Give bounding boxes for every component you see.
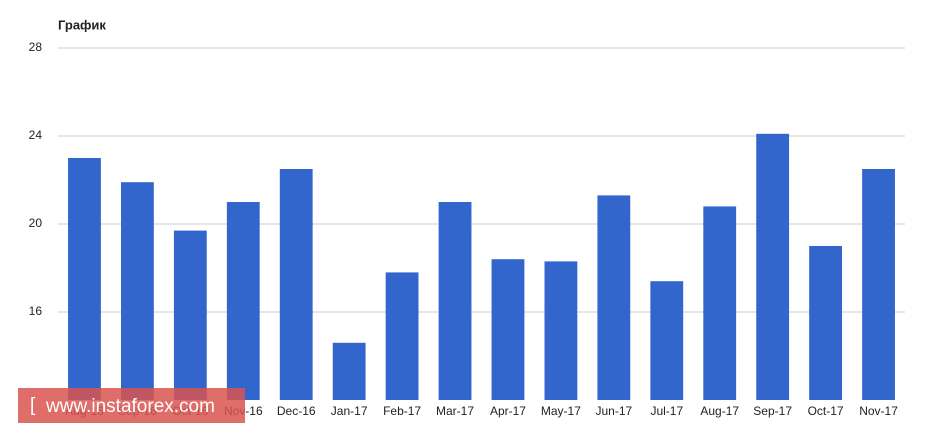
watermark: [ www.instaforex.com	[18, 388, 245, 423]
x-tick-label: Mar-17	[436, 404, 474, 418]
x-tick-label: Jul-17	[650, 404, 683, 418]
bar	[332, 342, 366, 400]
bar	[650, 281, 684, 400]
x-tick-label: May-17	[541, 404, 581, 418]
bar	[597, 195, 631, 400]
chart-title: График	[58, 17, 106, 32]
bar	[173, 230, 207, 400]
watermark-box	[18, 388, 245, 423]
bar	[756, 133, 790, 401]
x-tick-label: Jun-17	[595, 404, 632, 418]
x-tick-label: Apr-17	[490, 404, 526, 418]
bar	[438, 202, 472, 400]
x-tick-label: Sep-17	[753, 404, 792, 418]
x-tick-label: Feb-17	[383, 404, 421, 418]
x-tick-label: Oct-17	[808, 404, 844, 418]
bar	[68, 158, 101, 400]
plot: 16202428Aug-16Sep-16Oct-16Nov-16Dec-16Ja…	[29, 40, 905, 418]
x-tick-label: Dec-16	[277, 404, 316, 418]
x-tick-label: Aug-17	[700, 404, 739, 418]
watermark-text: www.instaforex.com	[45, 396, 215, 417]
y-tick-label: 20	[29, 216, 43, 230]
y-tick-label: 24	[29, 128, 43, 142]
bar	[809, 246, 843, 400]
bar	[544, 261, 578, 400]
bar	[279, 169, 313, 400]
y-tick-label: 28	[29, 40, 43, 54]
bar	[862, 169, 895, 400]
bar	[491, 259, 525, 400]
y-tick-label: 16	[29, 304, 43, 318]
bar	[703, 206, 737, 400]
bar	[385, 272, 419, 400]
bar	[120, 182, 154, 400]
watermark-bracket: [	[30, 395, 36, 416]
x-tick-label: Nov-17	[859, 404, 898, 418]
bar	[226, 202, 260, 400]
x-tick-label: Jan-17	[331, 404, 368, 418]
